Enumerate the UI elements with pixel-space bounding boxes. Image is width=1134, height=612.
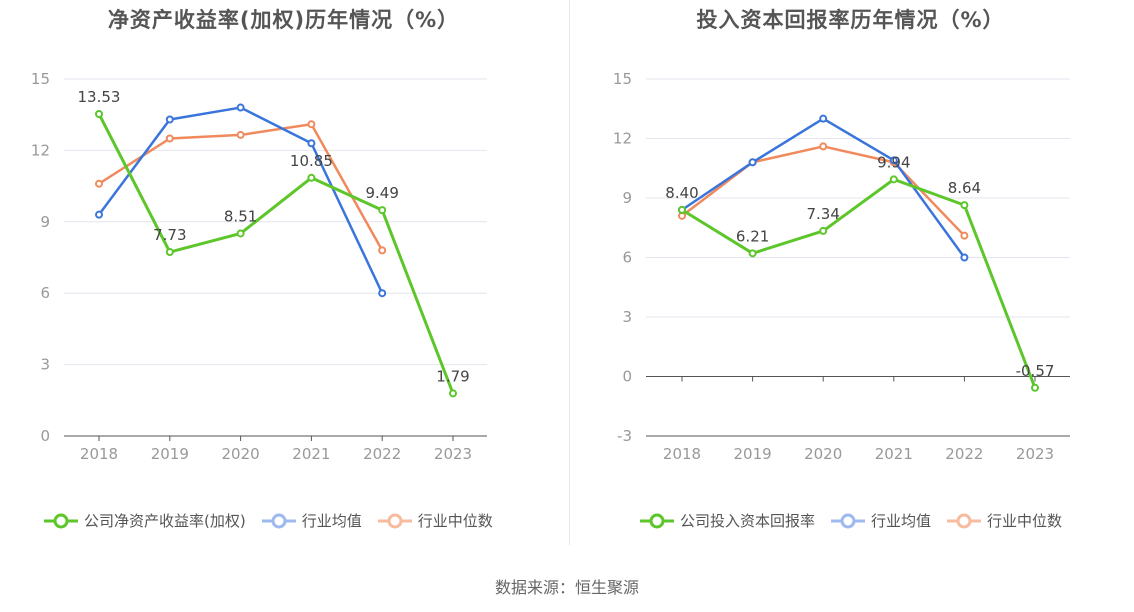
chart-title: 投入资本回报率历年情况（%） xyxy=(696,8,1005,32)
legend-item-median[interactable]: 行业中位数 xyxy=(947,510,1062,531)
data-source-note: 数据来源：恒生聚源 xyxy=(494,578,639,597)
legend-line-marker-icon xyxy=(831,513,866,528)
series-company-line xyxy=(97,113,455,394)
legend-line-marker-icon xyxy=(44,513,78,528)
series-company-point xyxy=(1031,383,1039,392)
series-median-point xyxy=(819,142,828,151)
data-label: 7.73 xyxy=(153,226,186,244)
y-tick-label: 3 xyxy=(622,308,632,326)
legend: 公司净资产收益率(加权) 行业均值 行业中位数 xyxy=(44,510,509,531)
x-tick-label: 2023 xyxy=(1016,445,1054,463)
y-tick-label: 3 xyxy=(40,356,50,374)
series-company-point xyxy=(378,206,387,215)
legend-item-average[interactable]: 行业均值 xyxy=(831,510,931,531)
y-tick-label: 12 xyxy=(31,141,50,159)
data-label: 6.21 xyxy=(736,227,769,245)
legend-line-marker-icon xyxy=(947,513,982,528)
legend-line-marker-icon xyxy=(261,513,296,528)
series-average-point xyxy=(889,156,898,165)
y-tick-label: 6 xyxy=(40,284,50,302)
x-tick-label: 2021 xyxy=(292,445,330,463)
chart-roic: 投入资本回报率历年情况（%） -3 0 3 6 9 12 15 2018 2019 2020 202… xyxy=(567,0,1134,560)
x-tick-label: 2022 xyxy=(945,445,983,463)
series-median-point xyxy=(236,130,245,139)
y-tick-label: 12 xyxy=(613,130,632,148)
y-tick-label: 0 xyxy=(622,368,632,386)
x-tick-label: 2021 xyxy=(875,445,913,463)
series-average-point xyxy=(378,289,387,298)
x-tick-label: 2022 xyxy=(363,445,401,463)
series-company-point xyxy=(307,173,316,182)
legend-label: 行业均值 xyxy=(301,512,362,530)
x-tick-label: 2019 xyxy=(734,445,772,463)
series-company-point xyxy=(236,229,245,238)
series-median-point xyxy=(960,231,969,240)
series-average-point xyxy=(165,115,174,124)
legend: 公司投入资本回报率 行业均值 行业中位数 xyxy=(640,510,1078,531)
legend-label: 行业均值 xyxy=(871,512,932,530)
data-label: 1.79 xyxy=(436,367,469,385)
series-median-point xyxy=(95,179,103,188)
data-label: 8.40 xyxy=(665,184,698,202)
series-company-point xyxy=(95,109,103,118)
series-company-line xyxy=(681,177,1037,389)
x-tick-label: 2020 xyxy=(222,445,260,463)
series-average-point xyxy=(307,139,316,148)
y-tick-label: 9 xyxy=(622,189,632,207)
data-label: 8.51 xyxy=(224,207,257,225)
legend-label: 公司净资产收益率(加权) xyxy=(84,512,246,530)
legend-label: 公司投入资本回报率 xyxy=(680,512,816,530)
y-tick-label: 15 xyxy=(31,70,50,88)
y-tick-label: 15 xyxy=(613,70,632,88)
data-label: 7.34 xyxy=(806,205,839,223)
chart-title: 净资产收益率(加权)历年情况（%） xyxy=(107,8,460,32)
series-company-point xyxy=(819,226,828,235)
series-average-point xyxy=(95,210,103,219)
legend-line-marker-icon xyxy=(640,513,674,528)
x-tick-label: 2018 xyxy=(80,445,118,463)
series-average-point xyxy=(960,253,969,262)
data-label: -0.57 xyxy=(1016,362,1055,380)
x-tick-label: 2018 xyxy=(663,445,701,463)
legend-label: 行业中位数 xyxy=(417,512,493,530)
data-label: 9.94 xyxy=(877,153,910,171)
legend-label: 行业中位数 xyxy=(987,512,1063,530)
legend-item-company[interactable]: 公司净资产收益率(加权) xyxy=(44,510,246,531)
y-tick-label: 9 xyxy=(40,213,50,231)
y-tick-label: 0 xyxy=(40,427,50,445)
legend-line-marker-icon xyxy=(377,513,412,528)
series-average-point xyxy=(236,103,245,112)
data-label: 13.53 xyxy=(78,88,121,106)
series-company-point xyxy=(748,249,757,258)
series-median-point xyxy=(165,134,174,143)
y-tick-label: 6 xyxy=(622,249,632,267)
series-company-point xyxy=(165,248,174,257)
plot-area: 0 3 6 9 12 15 2018 2019 2020 2021 2022 2023 13.53 7.7… xyxy=(31,70,487,463)
x-tick-label: 2019 xyxy=(151,445,189,463)
data-label: 10.85 xyxy=(290,152,333,170)
series-company-point xyxy=(678,205,686,214)
panel-divider xyxy=(569,0,570,545)
plot-area: -3 0 3 6 9 12 15 2018 2019 2020 2021 2022 2023 8.40 6.… xyxy=(613,70,1070,463)
series-average-point xyxy=(819,114,828,123)
series-company-point xyxy=(960,201,969,210)
x-tick-label: 2020 xyxy=(804,445,842,463)
series-average-point xyxy=(748,158,757,167)
legend-item-median[interactable]: 行业中位数 xyxy=(377,510,493,531)
chart-roe: 净资产收益率(加权)历年情况（%） 0 3 6 9 12 15 2018 2019 2020 20… xyxy=(0,0,567,560)
y-tick-label: -3 xyxy=(617,427,632,445)
data-label: 9.49 xyxy=(365,184,398,202)
series-company-point xyxy=(449,389,457,398)
legend-item-company[interactable]: 公司投入资本回报率 xyxy=(640,510,815,531)
x-tick-label: 2023 xyxy=(434,445,472,463)
series-median-point xyxy=(378,246,387,255)
legend-item-average[interactable]: 行业均值 xyxy=(261,510,362,531)
series-company-point xyxy=(889,175,898,184)
series-median-point xyxy=(307,120,316,129)
data-label: 8.64 xyxy=(948,179,981,197)
